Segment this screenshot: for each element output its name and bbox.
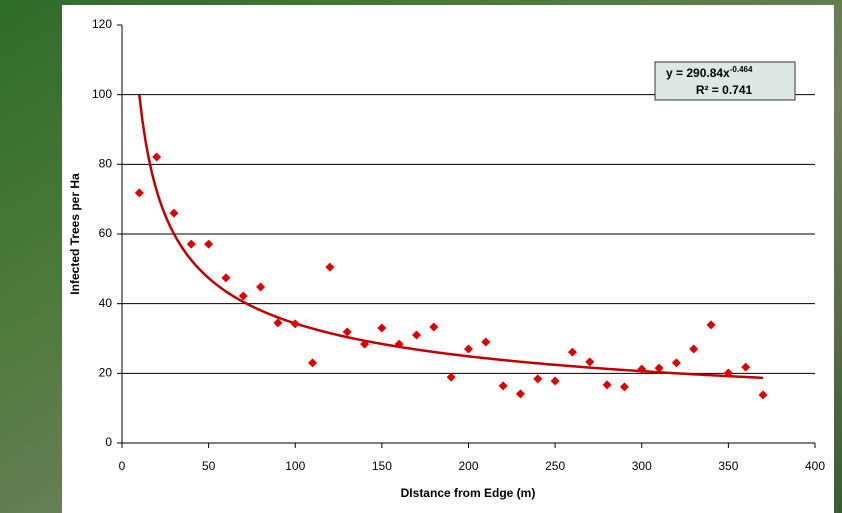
data-point [758, 390, 768, 400]
equation-text: y = 290.84x [666, 66, 730, 80]
x-axis-title: DIstance from Edge (m) [401, 486, 536, 500]
y-tick-label: 100 [92, 87, 112, 101]
data-point [515, 389, 525, 399]
x-tick-label: 400 [805, 459, 825, 473]
data-point [412, 330, 422, 340]
data-point [602, 380, 612, 390]
data-point [221, 273, 231, 283]
data-point [238, 291, 248, 301]
data-point [446, 372, 456, 382]
data-point [550, 376, 560, 386]
x-tick-label: 300 [632, 459, 652, 473]
data-point [654, 363, 664, 373]
data-point [481, 337, 491, 347]
equation-box [654, 61, 796, 101]
data-point [360, 339, 370, 349]
data-point [308, 358, 318, 368]
x-tick-label: 50 [202, 459, 216, 473]
data-point [186, 239, 196, 249]
data-point [134, 188, 144, 198]
y-tick-label: 0 [105, 435, 112, 449]
data-point [619, 382, 629, 392]
data-point [377, 323, 387, 333]
trendline-equation: y = 290.84x-0.464 [666, 65, 753, 80]
x-tick-label: 150 [372, 459, 392, 473]
x-tick-label: 250 [545, 459, 565, 473]
data-point [671, 358, 681, 368]
data-point [637, 364, 647, 374]
data-point [567, 347, 577, 357]
y-tick-label: 80 [99, 157, 113, 171]
data-point [706, 320, 716, 330]
r-squared: R² = 0.741 [696, 83, 753, 97]
data-point [689, 344, 699, 354]
data-point [741, 362, 751, 372]
data-point [533, 374, 543, 384]
data-point [585, 357, 595, 367]
data-point [723, 368, 733, 378]
data-point [394, 339, 404, 349]
y-tick-label: 120 [92, 17, 112, 31]
y-tick-label: 60 [99, 226, 113, 240]
y-tick-label: 20 [99, 366, 113, 380]
data-point [464, 344, 473, 354]
x-tick-label: 0 [119, 459, 126, 473]
x-tick-label: 200 [458, 459, 478, 473]
equation-exponent: -0.464 [730, 65, 753, 74]
y-tick-label: 40 [99, 296, 113, 310]
data-point [169, 208, 179, 218]
data-point [342, 327, 352, 337]
data-point [204, 239, 214, 249]
y-axis-title: Infected Trees per Ha [68, 173, 82, 295]
data-point [290, 319, 300, 329]
data-point [256, 282, 266, 292]
data-point [325, 262, 335, 272]
x-tick-label: 350 [718, 459, 738, 473]
data-point [152, 152, 162, 162]
x-tick-label: 100 [285, 459, 305, 473]
data-point [273, 318, 283, 328]
data-point [498, 381, 508, 391]
data-point [429, 322, 439, 332]
